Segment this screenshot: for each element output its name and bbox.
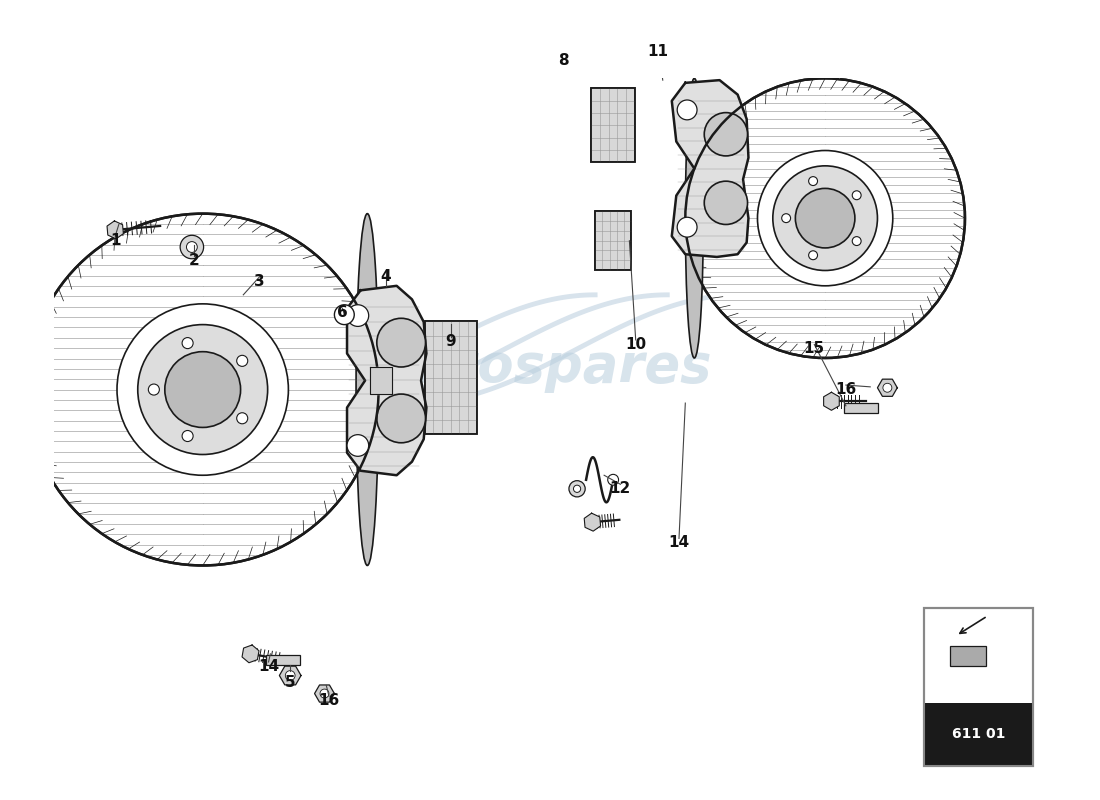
Text: autospares: autospares [379,341,712,393]
Circle shape [852,237,861,246]
Circle shape [773,166,878,270]
Bar [924,702,1033,766]
Circle shape [187,242,197,253]
Bar [425,322,477,434]
Text: 16: 16 [318,694,340,708]
Circle shape [183,338,194,349]
Polygon shape [878,379,898,396]
Circle shape [685,78,965,358]
Circle shape [334,305,354,325]
Bar [595,211,631,270]
Text: 16: 16 [835,382,857,397]
Bar [266,655,300,665]
Text: 14: 14 [258,659,279,674]
Circle shape [758,150,893,286]
Circle shape [607,474,618,485]
Text: 15: 15 [804,342,825,357]
Bar [844,402,879,413]
Circle shape [678,100,697,120]
Circle shape [782,214,791,222]
Text: 4: 4 [381,270,392,284]
Circle shape [808,250,817,260]
Bar [595,211,631,270]
Polygon shape [279,666,301,685]
Text: 12: 12 [609,482,631,496]
Circle shape [26,214,378,566]
Circle shape [795,188,855,248]
Ellipse shape [685,78,703,358]
Polygon shape [242,645,258,662]
Circle shape [377,318,426,367]
Circle shape [883,383,892,392]
Circle shape [554,42,578,65]
Circle shape [165,352,241,427]
Circle shape [704,113,748,156]
Bar [592,88,635,162]
Text: 7: 7 [484,0,495,3]
Polygon shape [370,367,392,394]
Text: 6: 6 [337,306,348,320]
Polygon shape [315,685,334,702]
Circle shape [704,181,748,225]
Text: 8: 8 [558,53,569,68]
Polygon shape [107,221,123,239]
Bar [592,88,635,162]
Bar [924,608,1033,766]
Bar [425,322,477,434]
Circle shape [346,434,368,456]
Circle shape [236,355,248,366]
Polygon shape [488,2,507,19]
Circle shape [183,430,194,442]
Circle shape [346,305,368,326]
Text: 13: 13 [828,0,849,3]
Circle shape [320,689,329,698]
Circle shape [852,190,861,200]
Circle shape [377,394,426,442]
Circle shape [561,48,572,58]
Circle shape [236,413,248,424]
Polygon shape [584,513,601,531]
Circle shape [569,481,585,497]
Text: 5: 5 [285,675,296,690]
Text: 10: 10 [625,337,647,352]
Polygon shape [824,392,839,410]
Circle shape [285,670,295,680]
Circle shape [148,384,159,395]
Ellipse shape [356,214,378,566]
Polygon shape [672,80,748,257]
Bar [949,646,986,666]
Polygon shape [346,286,427,475]
Circle shape [678,218,697,237]
Circle shape [573,485,581,492]
Circle shape [808,177,817,186]
Text: 11: 11 [648,44,669,58]
Text: 14: 14 [669,535,690,550]
Bar [924,608,1033,766]
Text: 9: 9 [446,334,456,350]
Text: 3: 3 [254,274,265,289]
Text: 611 01: 611 01 [952,727,1005,741]
Circle shape [138,325,267,454]
Text: 2: 2 [188,253,199,268]
Circle shape [117,304,288,475]
Text: 1: 1 [110,234,120,248]
Circle shape [180,235,204,258]
